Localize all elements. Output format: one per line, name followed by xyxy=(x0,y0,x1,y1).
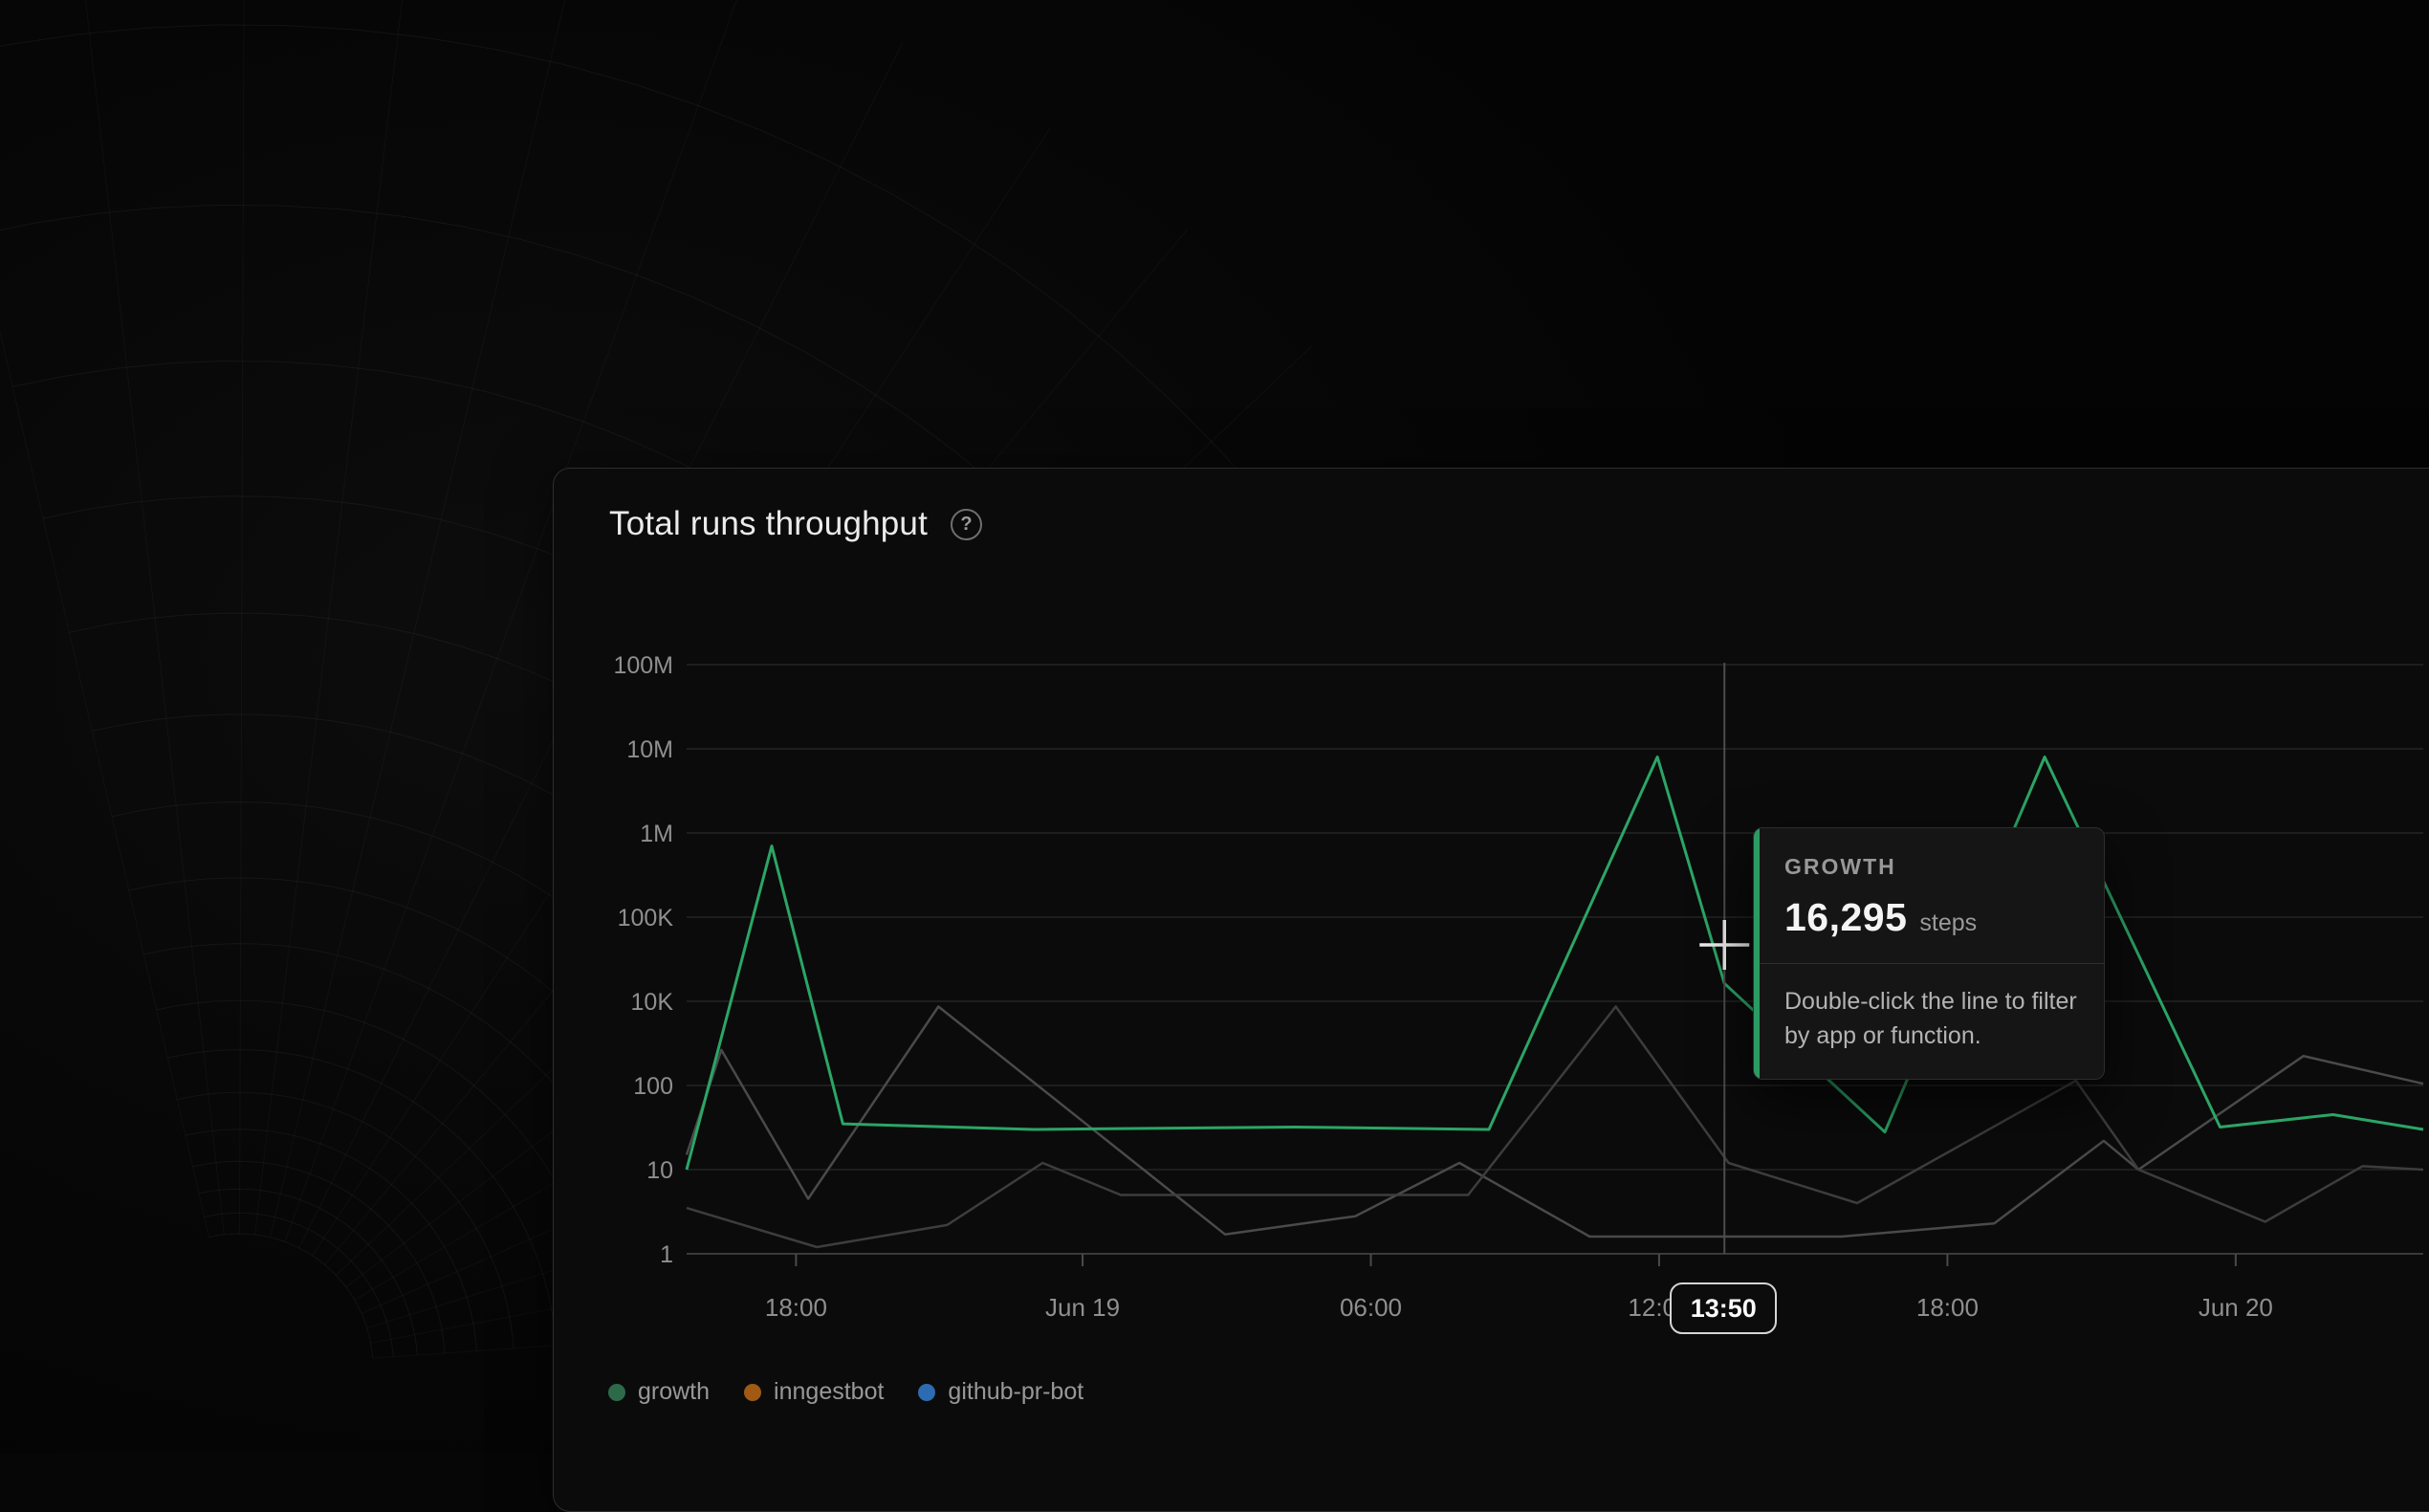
legend-item-inngestbot[interactable]: inngestbot xyxy=(744,1378,884,1406)
tooltip-series-name: GROWTH xyxy=(1784,854,1896,879)
y-axis-label: 10M xyxy=(626,736,673,763)
x-axis-label: 06:00 xyxy=(1340,1293,1402,1322)
tooltip-divider xyxy=(1754,963,2104,964)
y-axis-label: 1M xyxy=(640,821,673,847)
legend-dot-growth xyxy=(608,1383,625,1401)
y-axis-label: 100M xyxy=(613,652,673,679)
chart-tooltip: GROWTH 16,295 steps Double-click the lin… xyxy=(1753,827,2105,1080)
y-axis-label: 1 xyxy=(660,1241,673,1268)
legend-item-growth[interactable]: growth xyxy=(608,1378,710,1406)
series-line-github-pr-bot[interactable] xyxy=(686,1005,2424,1249)
tooltip-value-section: GROWTH 16,295 steps xyxy=(1754,828,2104,963)
x-axis-label: Jun 20 xyxy=(2199,1293,2273,1322)
x-axis-label: 18:00 xyxy=(765,1293,827,1322)
legend-dot-inngestbot xyxy=(744,1383,762,1401)
help-icon[interactable]: ? xyxy=(951,508,983,540)
legend-label-growth: growth xyxy=(638,1378,711,1405)
chart-title: Total runs throughput xyxy=(609,505,929,542)
series-line-growth[interactable] xyxy=(685,756,2424,1171)
x-axis-label: Jun 19 xyxy=(1045,1293,1120,1322)
y-axis-label: 10K xyxy=(631,989,674,1016)
tooltip-unit: steps xyxy=(1919,909,1978,936)
cursor-plus-icon xyxy=(1699,920,1750,970)
legend-label-inngestbot: inngestbot xyxy=(774,1378,885,1405)
card-header: Total runs throughput ? xyxy=(609,505,983,543)
chart-legend: growth inngestbot github-pr-bot xyxy=(608,1378,1083,1406)
series-line-inngestbot[interactable] xyxy=(685,1005,2424,1238)
legend-item-github-pr-bot[interactable]: github-pr-bot xyxy=(918,1378,1083,1406)
y-axis-label: 100 xyxy=(633,1073,673,1100)
y-axis-label: 10 xyxy=(646,1157,673,1184)
legend-dot-github-pr-bot xyxy=(918,1383,936,1401)
tooltip-value: 16,295 xyxy=(1784,895,1908,939)
tooltip-hint-section: Double-click the line to filter by app o… xyxy=(1754,964,2104,1079)
x-axis-highlight-chip: 13:50 xyxy=(1670,1282,1778,1334)
y-axis-label: 100K xyxy=(618,905,674,931)
throughput-card xyxy=(553,468,2429,1512)
x-axis-label: 18:00 xyxy=(1916,1293,1979,1322)
tooltip-hint-text: Double-click the line to filter by app o… xyxy=(1784,988,2077,1049)
tooltip-accent-bar xyxy=(1754,828,1760,1079)
legend-label-github-pr-bot: github-pr-bot xyxy=(948,1378,1084,1405)
